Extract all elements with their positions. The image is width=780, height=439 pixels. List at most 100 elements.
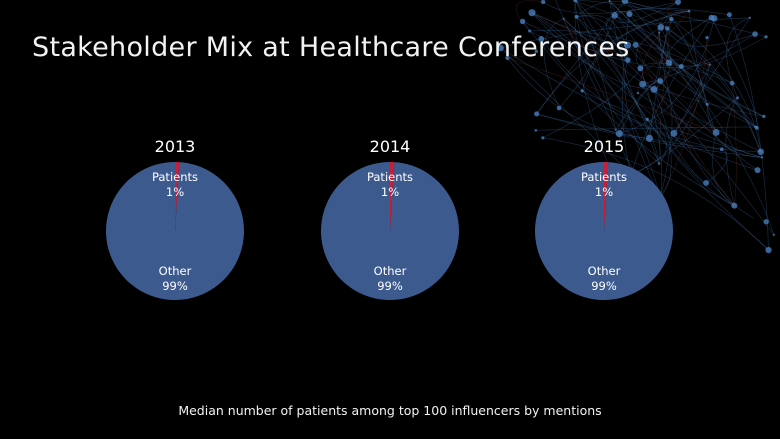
network-node bbox=[708, 63, 711, 66]
network-node bbox=[703, 179, 710, 186]
network-edge bbox=[576, 15, 629, 61]
network-node bbox=[657, 78, 664, 85]
network-edge bbox=[681, 36, 767, 67]
network-node bbox=[528, 29, 532, 33]
network-edge bbox=[667, 28, 762, 152]
network-edge bbox=[576, 0, 672, 20]
slice-label-other: Other bbox=[159, 264, 192, 278]
pie-slice-patients bbox=[390, 162, 395, 231]
network-edge bbox=[647, 119, 667, 164]
network-edge bbox=[542, 137, 769, 251]
network-node bbox=[645, 117, 649, 121]
network-edge bbox=[615, 66, 682, 131]
network-edge bbox=[646, 119, 769, 251]
network-edge bbox=[609, 0, 758, 129]
network-edge bbox=[576, 16, 660, 164]
network-edge bbox=[731, 83, 737, 206]
network-edge bbox=[536, 113, 763, 158]
slice-value-other: 99% bbox=[591, 279, 617, 293]
slice-value-other: 99% bbox=[377, 279, 403, 293]
network-node bbox=[765, 246, 772, 254]
pie-slice-other bbox=[535, 162, 674, 300]
network-edge bbox=[515, 0, 544, 32]
network-edge bbox=[637, 59, 710, 94]
network-node bbox=[636, 91, 640, 95]
network-edge bbox=[574, 0, 629, 61]
network-edge bbox=[500, 47, 758, 171]
network-node bbox=[757, 148, 765, 156]
network-edge bbox=[660, 37, 708, 198]
network-node bbox=[624, 41, 632, 49]
network-node bbox=[645, 134, 653, 142]
network-edge bbox=[657, 27, 710, 67]
network-node bbox=[657, 162, 661, 165]
network-edge bbox=[658, 19, 672, 164]
slide-title: Stakeholder Mix at Healthcare Conference… bbox=[32, 32, 630, 63]
pie-slice-other bbox=[321, 162, 460, 300]
network-node bbox=[534, 129, 538, 132]
network-edge bbox=[536, 0, 626, 115]
network-edge bbox=[729, 14, 769, 251]
network-edge bbox=[531, 12, 628, 46]
network-node bbox=[665, 59, 673, 67]
network-edge bbox=[576, 1, 617, 130]
network-edge bbox=[619, 18, 715, 134]
network-node bbox=[726, 12, 732, 18]
network-edge bbox=[629, 13, 764, 117]
network-node bbox=[632, 41, 639, 48]
network-edge bbox=[609, 0, 756, 128]
network-edge bbox=[531, 12, 717, 133]
network-edge bbox=[711, 17, 758, 128]
network-edge bbox=[631, 97, 738, 175]
network-edge bbox=[627, 44, 765, 117]
network-edge bbox=[574, 0, 767, 38]
network-edge bbox=[666, 28, 756, 47]
network-edge bbox=[529, 30, 733, 84]
network-node bbox=[705, 36, 709, 40]
network-edge bbox=[642, 83, 764, 117]
network-node bbox=[562, 17, 565, 20]
pie-title: 2014 bbox=[370, 137, 411, 156]
network-node bbox=[650, 86, 658, 93]
network-node bbox=[626, 10, 633, 18]
network-node bbox=[611, 12, 618, 19]
network-node bbox=[678, 63, 684, 69]
slice-label-other: Other bbox=[588, 264, 621, 278]
network-node bbox=[754, 167, 761, 174]
network-node bbox=[754, 125, 758, 129]
network-node bbox=[762, 114, 766, 119]
network-node bbox=[497, 44, 504, 52]
slice-label-patients: Patients bbox=[152, 170, 198, 184]
network-node bbox=[764, 35, 768, 39]
network-edge bbox=[627, 44, 758, 171]
network-edge bbox=[624, 0, 690, 12]
network-edge bbox=[563, 18, 648, 120]
pie-title: 2015 bbox=[584, 137, 625, 156]
network-edge bbox=[574, 0, 611, 170]
network-node bbox=[736, 96, 740, 100]
network-node bbox=[639, 80, 647, 88]
network-node bbox=[772, 233, 775, 236]
network-node bbox=[752, 31, 758, 37]
network-graph-background bbox=[497, 0, 775, 254]
network-edge bbox=[541, 38, 722, 150]
network-node bbox=[669, 16, 674, 22]
network-edge bbox=[646, 119, 735, 206]
network-edge bbox=[631, 17, 712, 175]
network-node bbox=[528, 9, 536, 17]
network-edge bbox=[631, 64, 711, 175]
slice-value-patients: 1% bbox=[166, 185, 184, 199]
network-edge bbox=[522, 21, 682, 69]
slice-label-other: Other bbox=[374, 264, 407, 278]
network-edge bbox=[543, 18, 564, 109]
network-node bbox=[719, 147, 724, 152]
slice-value-other: 99% bbox=[162, 279, 188, 293]
slice-label-patients: Patients bbox=[367, 170, 413, 184]
network-node bbox=[580, 89, 584, 93]
network-node bbox=[615, 130, 623, 138]
network-node bbox=[687, 9, 691, 13]
network-edge bbox=[673, 17, 751, 134]
network-edge bbox=[658, 32, 735, 206]
network-edge bbox=[660, 80, 673, 198]
